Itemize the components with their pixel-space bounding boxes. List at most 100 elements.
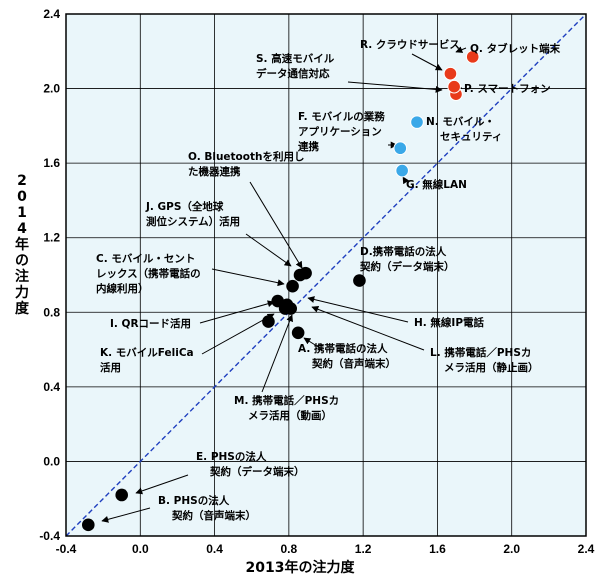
- arrow-c: [211, 268, 285, 287]
- point-label-line: レックス（携帯電話の: [96, 267, 201, 280]
- point-label-line: J. GPS（全地球: [145, 200, 224, 213]
- y-tick-label: 1.2: [43, 231, 60, 245]
- point-label-line: F. モバイルの業務: [298, 110, 385, 123]
- x-tick-label: 0.0: [132, 542, 149, 556]
- x-tick-label: 1.6: [429, 542, 446, 556]
- point-label-i: I. QRコード活用: [110, 317, 191, 330]
- point-label-k: K. モバイルFeliCa 活用: [100, 347, 194, 374]
- point-label-line: P. スマートフォン: [464, 83, 551, 95]
- point-label-line: H. 無線IP電話: [414, 316, 485, 329]
- arrow-j: [245, 233, 292, 267]
- point-label-n: N. モバイル・セキュリティ: [426, 116, 502, 143]
- point-label-line: K. モバイルFeliCa: [100, 347, 194, 359]
- arrow-i: [199, 300, 275, 324]
- point-label-line: 契約（音声端末）: [171, 509, 256, 522]
- point-label-p: P. スマートフォン: [464, 83, 551, 95]
- point-label-g: G. 無線LAN: [406, 178, 467, 191]
- reference-line: [65, 13, 587, 537]
- point-g: [395, 163, 409, 178]
- point-label-c: C. モバイル・セントレックス（携帯電話の内線利用）: [96, 253, 201, 295]
- point-label-line: R. クラウドサービス: [360, 38, 460, 51]
- point-f: [393, 141, 408, 156]
- point-label-line: B. PHSの法人: [158, 494, 230, 507]
- point-label-line: アプリケーション: [298, 125, 382, 138]
- point-c: [286, 279, 299, 293]
- arrow-b: [101, 507, 151, 523]
- y-tick-label: 2.4: [43, 7, 60, 21]
- point-label-line: Q. タブレット端末: [470, 42, 561, 55]
- arrow-r: [411, 53, 443, 71]
- point-e: [115, 488, 129, 502]
- point-label-line: I. QRコード活用: [110, 317, 191, 330]
- point-label-line: 内線利用）: [96, 282, 149, 295]
- arrow-o: [249, 181, 303, 269]
- point-label-line: N. モバイル・: [426, 116, 495, 128]
- y-tick-label: 0.0: [43, 454, 60, 468]
- diagonal-line: [65, 13, 587, 537]
- point-label-line: メラ活用（動画）: [248, 409, 332, 422]
- point-label-line: 契約（データ端末）: [359, 260, 455, 273]
- point-b: [81, 518, 95, 532]
- y-tick-label: 0.8: [43, 305, 60, 319]
- point-label-line: 契約（データ端末）: [209, 465, 305, 478]
- point-label-r: R. クラウドサービス: [360, 38, 460, 51]
- x-tick-label: 2.0: [503, 542, 520, 556]
- y-tick-label: 2.0: [43, 82, 60, 96]
- arrow-e: [135, 474, 189, 495]
- point-label-line: 測位システム）活用: [146, 215, 240, 228]
- point-label-h: H. 無線IP電話: [414, 316, 485, 329]
- point-labels: A. 携帯電話の法人契約（音声端末）B. PHSの法人契約（音声端末）C. モバ…: [96, 38, 561, 522]
- point-label-d: D.携帯電話の法人契約（データ端末）: [359, 245, 455, 273]
- arrow-m: [261, 314, 293, 393]
- point-label-s: S. 高速モバイルデータ通信対応: [256, 52, 335, 80]
- point-label-line: A. 携帯電話の法人: [298, 342, 388, 355]
- point-label-line: 活用: [100, 361, 121, 374]
- y-tick-label: -0.4: [39, 529, 60, 543]
- point-n: [410, 115, 424, 129]
- point-label-line: メラ活用（静止画）: [444, 361, 539, 374]
- x-tick-label: 0.8: [281, 542, 298, 556]
- point-label-line: G. 無線LAN: [406, 178, 467, 191]
- x-tick-label: -0.4: [56, 542, 77, 556]
- x-tick-label: 2.4: [578, 542, 595, 556]
- point-label-line: E. PHSの法人: [196, 450, 267, 463]
- point-label-e: E. PHSの法人契約（データ端末）: [196, 450, 305, 478]
- point-label-line: データ通信対応: [256, 67, 330, 80]
- point-label-l: L. 携帯電話／PHSカメラ活用（静止画）: [430, 346, 539, 374]
- y-tick-label: 0.4: [43, 380, 60, 394]
- plot-frame: [65, 13, 587, 537]
- point-label-line: セキュリティ: [440, 131, 502, 143]
- point-label-j: J. GPS（全地球測位システム）活用: [145, 200, 240, 228]
- point-label-line: D.携帯電話の法人: [360, 245, 447, 258]
- arrow-s: [347, 81, 443, 93]
- point-label-f: F. モバイルの業務アプリケーション連携: [298, 110, 385, 153]
- point-o: [299, 266, 312, 280]
- point-label-o: O. Bluetoothを利用した機器連携: [188, 150, 304, 178]
- x-tick-label: 1.2: [355, 542, 372, 556]
- point-label-line: L. 携帯電話／PHSカ: [430, 346, 531, 359]
- arrow-g: [402, 176, 410, 185]
- x-axis-title: 2013年の注力度: [246, 559, 356, 576]
- point-label-m: M. 携帯電話／PHSカメラ活用（動画）: [234, 394, 339, 422]
- arrow-h: [307, 296, 409, 323]
- point-k: [262, 315, 275, 328]
- axis-ticks: -0.4 0.0 0.4 0.8 1.2 1.6 2.0 2.4 -0.4 0.0 0.4 0.8 1.…: [39, 7, 594, 556]
- arrow-q: [455, 46, 467, 53]
- point-label-line: 契約（音声端末）: [311, 357, 396, 370]
- x-tick-label: 0.4: [206, 542, 223, 556]
- arrow-l: [311, 305, 425, 351]
- point-label-line: 連携: [298, 140, 319, 153]
- point-d: [353, 274, 366, 287]
- data-points: [81, 50, 480, 532]
- point-r: [443, 66, 458, 81]
- y-axis-title: 2 0 1 4 年の注力度: [15, 173, 30, 317]
- point-q: [465, 50, 480, 64]
- point-label-line: C. モバイル・セント: [96, 253, 195, 265]
- arrow-k: [201, 313, 275, 355]
- point-label-line: S. 高速モバイル: [256, 52, 335, 65]
- point-label-line: た機器連携: [188, 165, 241, 178]
- point-label-line: O. Bluetoothを利用し: [188, 150, 304, 163]
- point-label-q: Q. タブレット端末: [470, 42, 561, 55]
- point-m: [280, 298, 294, 312]
